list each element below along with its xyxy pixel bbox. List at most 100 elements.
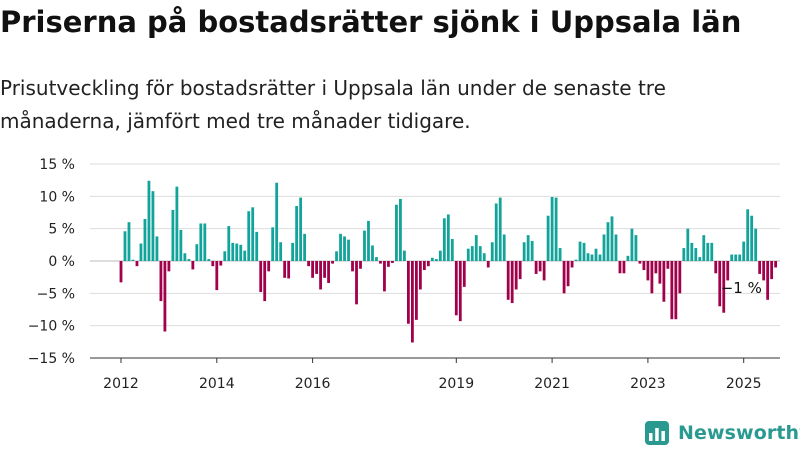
- bar: [207, 259, 211, 261]
- bar: [714, 261, 718, 274]
- x-tick-label: 2025: [726, 376, 762, 392]
- page-title: Priserna på bostadsrätter sjönk i Uppsal…: [0, 5, 742, 39]
- bar: [387, 261, 390, 267]
- bar: [450, 239, 454, 261]
- bar: [191, 261, 195, 270]
- x-tick-label: 2014: [199, 376, 235, 392]
- bar: [650, 261, 654, 294]
- bar: [742, 241, 746, 261]
- bar: [319, 261, 322, 290]
- bar: [438, 250, 442, 261]
- bar: [391, 261, 394, 263]
- bar: [219, 261, 223, 266]
- bar: [550, 196, 554, 261]
- bar: [666, 261, 670, 269]
- bar: [762, 261, 766, 281]
- bar: [307, 261, 311, 267]
- bar: [458, 261, 462, 322]
- bar: [271, 227, 275, 261]
- bar: [598, 254, 602, 261]
- bar: [566, 261, 570, 287]
- bar: [127, 222, 131, 261]
- bar: [590, 254, 594, 261]
- bar: [602, 234, 606, 261]
- bar: [462, 261, 466, 287]
- bar: [315, 261, 318, 274]
- bar: [738, 254, 742, 261]
- bar: [446, 214, 450, 261]
- bar-chart: 15 % 10 % 5 % 0 % −5 % −10 % −15 % 2012 2014 2016…: [28, 157, 780, 392]
- bar: [367, 220, 370, 261]
- bar: [159, 261, 163, 302]
- bar: [554, 197, 558, 261]
- bar: [327, 261, 330, 283]
- bar: [690, 242, 694, 261]
- bar: [654, 261, 658, 274]
- bar: [686, 228, 690, 261]
- bar: [335, 251, 338, 261]
- bar: [287, 261, 291, 279]
- bar: [514, 261, 518, 290]
- bar: [570, 261, 574, 268]
- bar: [538, 261, 542, 272]
- bar: [339, 233, 342, 261]
- bar: [303, 233, 307, 261]
- annotation-label: −1 %: [721, 279, 762, 297]
- bar: [706, 242, 710, 261]
- bar: [562, 261, 566, 294]
- page-subtitle: Prisutveckling för bostadsrätter i Uppsa…: [0, 76, 666, 133]
- bar: [299, 197, 303, 261]
- bar: [291, 242, 295, 261]
- bar: [239, 244, 243, 261]
- bar: [718, 261, 722, 307]
- brand-name: Newsworthy: [678, 422, 800, 444]
- bar: [403, 250, 406, 261]
- bar: [199, 223, 203, 261]
- bar: [155, 236, 159, 261]
- bar: [582, 242, 586, 261]
- bar: [331, 261, 334, 264]
- bar: [175, 186, 179, 261]
- bar: [171, 209, 175, 261]
- x-tick-label: 2012: [103, 376, 139, 392]
- bar: [275, 182, 279, 261]
- bar: [586, 253, 590, 261]
- bar: [518, 261, 522, 280]
- bar: [283, 261, 287, 278]
- bar: [734, 254, 738, 261]
- bar: [223, 251, 227, 261]
- bar: [726, 261, 730, 281]
- bar: [470, 246, 474, 261]
- bar: [311, 261, 314, 278]
- bar: [474, 235, 478, 261]
- bar: [510, 261, 514, 304]
- bar: [183, 253, 187, 261]
- bar: [211, 261, 215, 267]
- bar: [414, 261, 418, 320]
- bar: [750, 215, 754, 261]
- bar: [486, 261, 490, 268]
- bar: [710, 242, 714, 261]
- bar: [622, 261, 626, 274]
- bar: [383, 261, 386, 292]
- bar: [558, 248, 562, 261]
- bar: [119, 261, 123, 283]
- bar: [247, 211, 251, 261]
- x-tick-label: 2019: [438, 376, 474, 392]
- bar: [251, 207, 255, 261]
- bar: [267, 261, 271, 272]
- bar: [351, 261, 354, 272]
- bar: [454, 261, 458, 316]
- bar: [187, 259, 191, 261]
- bar: [522, 242, 526, 261]
- bar: [395, 204, 398, 261]
- bar: [630, 228, 634, 261]
- bar: [123, 231, 127, 261]
- bar: [163, 261, 167, 332]
- bar: [746, 209, 750, 261]
- bar: [758, 261, 762, 274]
- bar: [606, 222, 610, 261]
- bar: [323, 261, 326, 278]
- x-tick-label: 2023: [630, 376, 666, 392]
- bar: [259, 261, 263, 293]
